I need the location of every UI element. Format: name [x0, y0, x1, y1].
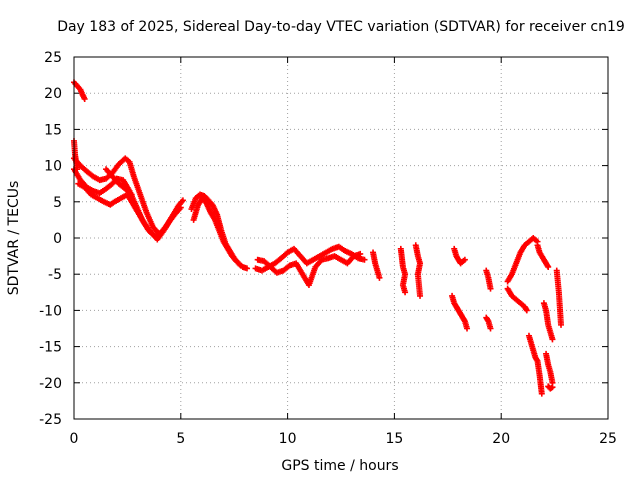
data-point — [545, 263, 552, 270]
series-arc-18 — [525, 332, 545, 397]
series-arc-17 — [504, 285, 530, 314]
y-tick-label: -10 — [39, 303, 62, 319]
series-arc-11 — [412, 242, 424, 299]
data-point — [549, 384, 556, 391]
data-point — [376, 274, 383, 281]
axis-ticks: 0 5 10 15 20 25 -25 -20 -15 -10 -5 0 5 10 15 20 25 — [39, 50, 617, 447]
data-point — [357, 250, 364, 257]
data-points — [71, 79, 565, 397]
y-tick-label: 25 — [44, 50, 62, 66]
series-arc-8 — [254, 250, 364, 289]
chart-title: Day 183 of 2025, Sidereal Day-to-day VTE… — [57, 19, 625, 35]
data-point — [464, 325, 471, 332]
series-arc-12 — [451, 245, 468, 267]
x-tick-label: 0 — [70, 431, 79, 447]
y-axis-label: SDTVAR / TECUs — [6, 181, 22, 296]
data-point — [523, 307, 530, 314]
data-point — [236, 261, 243, 268]
y-tick-label: 20 — [44, 86, 62, 102]
data-point — [538, 390, 545, 397]
data-point — [237, 262, 244, 269]
y-tick-label: -5 — [48, 267, 62, 283]
y-tick-label: -25 — [39, 412, 62, 428]
x-tick-label: 15 — [385, 431, 403, 447]
series-arc-21 — [543, 350, 556, 386]
x-tick-label: 5 — [176, 431, 185, 447]
y-tick-label: 15 — [44, 122, 62, 138]
series-arc-20 — [540, 300, 556, 343]
data-point — [558, 321, 565, 328]
grid — [74, 57, 608, 419]
data-point — [461, 256, 468, 263]
y-tick-label: 10 — [44, 159, 62, 175]
series-arc-22 — [553, 267, 565, 328]
data-point — [244, 265, 251, 272]
data-point — [549, 336, 556, 343]
series-arc-16 — [504, 235, 541, 285]
data-point — [81, 95, 88, 102]
data-point — [487, 285, 494, 292]
series-arc-14 — [483, 267, 494, 292]
series-arc-15 — [483, 314, 494, 332]
x-tick-label: 20 — [492, 431, 510, 447]
series-arc-early-high — [71, 79, 88, 102]
y-tick-label: 0 — [53, 231, 62, 247]
data-point — [177, 204, 184, 211]
data-point — [361, 256, 368, 263]
data-point — [173, 207, 180, 214]
y-tick-label: -20 — [39, 376, 62, 392]
series-arc-6 — [190, 195, 244, 269]
data-point — [417, 292, 424, 299]
data-point — [487, 325, 494, 332]
data-point — [402, 289, 409, 296]
series-arc-13 — [449, 292, 471, 332]
data-point — [128, 191, 135, 198]
series-arc-10 — [397, 245, 409, 296]
series-arc-3 — [75, 180, 180, 243]
series-arc-23 — [545, 383, 556, 392]
plot-frame — [73, 56, 609, 420]
data-point — [179, 197, 186, 204]
x-axis-label: GPS time / hours — [281, 458, 398, 474]
x-tick-label: 10 — [279, 431, 297, 447]
y-tick-label: -15 — [39, 340, 62, 356]
series-arc-9 — [370, 249, 383, 281]
series-arc-19 — [534, 242, 552, 270]
series-arc-4 — [103, 166, 135, 198]
x-tick-label: 25 — [599, 431, 617, 447]
y-tick-label: 5 — [53, 195, 62, 211]
